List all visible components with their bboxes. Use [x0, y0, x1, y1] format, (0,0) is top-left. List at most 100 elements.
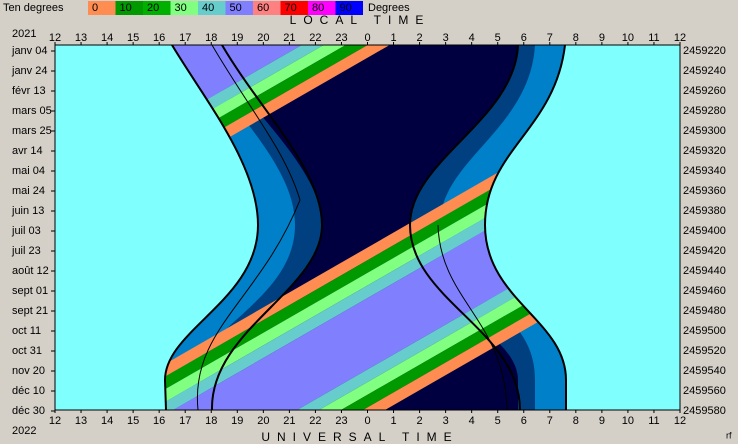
date-label: janv 24 [11, 65, 47, 77]
date-label: avr 14 [12, 145, 43, 157]
legend-label: 30 [175, 2, 187, 14]
legend-label: 80 [312, 2, 324, 14]
start-year: 2021 [12, 28, 36, 40]
bottom-tick-label: 0 [364, 415, 370, 427]
legend-label: 0 [92, 2, 98, 14]
top-tick-label: 2 [417, 32, 423, 44]
top-tick-label: 4 [469, 32, 475, 44]
date-label: août 12 [12, 265, 49, 277]
legend-swatch [225, 1, 253, 15]
date-label: janv 04 [11, 45, 47, 57]
altitude-band [363, 45, 566, 410]
altitude-band [165, 45, 566, 410]
legend-label: 60 [257, 2, 269, 14]
sunset-curve [163, 45, 260, 410]
bottom-tick-label: 3 [443, 415, 449, 427]
bottom-tick-label: 12 [49, 415, 61, 427]
legend-swatch [88, 1, 116, 15]
date-label: mars 05 [12, 105, 52, 117]
top-tick-label: 18 [205, 32, 217, 44]
bottom-tick-label: 22 [309, 415, 321, 427]
bottom-tick-label: 10 [622, 415, 634, 427]
top-tick-label: 3 [443, 32, 449, 44]
bottom-tick-label: 20 [257, 415, 269, 427]
julian-day-label: 2459440 [683, 265, 726, 277]
top-tick-label: 1 [390, 32, 396, 44]
julian-day-label: 2459500 [683, 325, 726, 337]
legend-swatch [308, 1, 336, 15]
bottom-tick-label: 12 [674, 415, 686, 427]
bottom-tick-label: 8 [573, 415, 579, 427]
date-label: sept 21 [12, 305, 48, 317]
altitude-band [165, 45, 566, 410]
altitude-band [341, 45, 566, 410]
top-tick-label: 17 [179, 32, 191, 44]
dusk-curve [210, 45, 324, 410]
date-label: juil 23 [11, 245, 41, 257]
date-label: déc 10 [12, 385, 45, 397]
bottom-tick-label: 2 [417, 415, 423, 427]
date-label: déc 30 [12, 405, 45, 417]
legend-label: 10 [120, 2, 132, 14]
julian-day-label: 2459420 [683, 245, 726, 257]
julian-day-label: 2459580 [683, 405, 726, 417]
bottom-tick-label: 15 [127, 415, 139, 427]
top-tick-label: 10 [622, 32, 634, 44]
date-label: févr 13 [12, 85, 46, 97]
legend: 0 10 20 30 40 50 60 70 80 90 [88, 1, 363, 15]
top-tick-label: 21 [283, 32, 295, 44]
julian-day-label: 2459480 [683, 305, 726, 317]
top-tick-label: 12 [674, 32, 686, 44]
date-label: nov 20 [12, 365, 45, 377]
julian-day-label: 2459360 [683, 185, 726, 197]
plot-area [55, 45, 680, 410]
legend-label: 20 [147, 2, 159, 14]
julian-day-label: 2459520 [683, 345, 726, 357]
date-label: mars 25 [12, 125, 52, 137]
legend-swatch [115, 1, 143, 15]
top-tick-label: 15 [127, 32, 139, 44]
bottom-tick-label: 23 [335, 415, 347, 427]
bottom-tick-label: 6 [521, 415, 527, 427]
altitude-band [165, 45, 566, 410]
sunrise-curve [483, 45, 567, 410]
end-year: 2022 [12, 425, 36, 437]
top-tick-label: 19 [231, 32, 243, 44]
date-label: juin 13 [11, 205, 44, 217]
top-tick-label: 23 [335, 32, 347, 44]
date-label: oct 11 [12, 325, 41, 337]
date-label: juil 03 [11, 225, 41, 237]
top-tick-label: 13 [75, 32, 87, 44]
top-tick-label: 0 [364, 32, 370, 44]
top-tick-label: 20 [257, 32, 269, 44]
top-tick-label: 14 [101, 32, 113, 44]
altitude-band [319, 45, 566, 410]
bottom-tick-label: 4 [469, 415, 475, 427]
top-tick-label: 8 [573, 32, 579, 44]
legend-title: Ten degrees [3, 2, 64, 14]
date-label: mai 04 [12, 165, 45, 177]
bottom-tick-label: 19 [231, 415, 243, 427]
top-tick-label: 11 [648, 32, 659, 44]
legend-swatch [198, 1, 226, 15]
altitude-band [165, 45, 566, 410]
top-tick-label: 6 [521, 32, 527, 44]
julian-day-label: 2459340 [683, 165, 726, 177]
top-tick-label: 16 [153, 32, 165, 44]
top-tick-label: 12 [49, 32, 61, 44]
top-tick-label: 22 [309, 32, 321, 44]
julian-day-label: 2459400 [683, 225, 726, 237]
legend-label: 40 [202, 2, 214, 14]
thin-curve [437, 224, 508, 410]
julian-day-label: 2459220 [683, 45, 726, 57]
legend-label: 50 [230, 2, 242, 14]
bottom-tick-label: 21 [283, 415, 295, 427]
bottom-tick-label: 18 [205, 415, 217, 427]
bottom-tick-label: 7 [547, 415, 553, 427]
julian-day-label: 2459560 [683, 385, 726, 397]
julian-day-label: 2459300 [683, 125, 726, 137]
legend-label: 70 [285, 2, 297, 14]
bottom-tick-label: 11 [648, 415, 659, 427]
bottom-tick-label: 5 [495, 415, 501, 427]
